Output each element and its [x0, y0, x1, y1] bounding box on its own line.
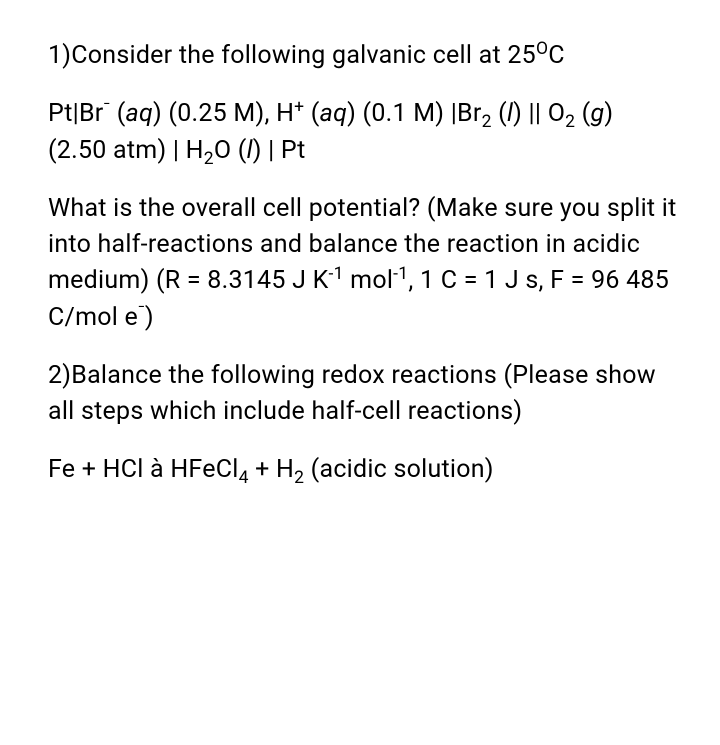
e-minus: ⁻ [138, 300, 145, 320]
question-2-intro: 2)Balance the following redox reactions … [48, 358, 678, 431]
q1p-d: ) [145, 303, 154, 332]
cell-notation: Pt|Br⁻ (aq) (0.25 M), H+ (aq) (0.1 M) |B… [48, 96, 678, 169]
l1-close: ) || O [513, 99, 565, 128]
aq1-close: ) (0.25 M), H [153, 99, 294, 128]
br2-sub: 2 [482, 112, 492, 132]
h2o-o: O ( [214, 136, 247, 165]
final-close: ) | Pt [253, 136, 306, 165]
k-neg1: -1 [329, 264, 344, 284]
q1-text: 1)Consider the following galvanic cell a… [48, 41, 536, 70]
g-open: ( [575, 99, 590, 128]
cl4-sub: 4 [239, 468, 249, 488]
h2-sub2: 2 [294, 468, 304, 488]
br-charge: ⁻ [104, 97, 111, 117]
question-2-reaction: Fe + HCl à HFeCl4 + H2 (acidic solution) [48, 452, 678, 488]
g-ital: g [591, 99, 605, 128]
aq1-open: ( [110, 99, 125, 128]
ptbr: Pt|Br [48, 99, 104, 128]
q1p-b: mol [344, 266, 393, 295]
q2r-c: (acidic solution) [304, 455, 494, 484]
q2-text: 2)Balance the following redox reactions … [48, 361, 656, 426]
q2r-b: + H [249, 455, 294, 484]
aq2-close: ) (0.1 M) |Br [347, 99, 482, 128]
aq2-open: ( [304, 99, 319, 128]
h-plus: + [294, 97, 304, 117]
degree-o: O [536, 39, 548, 59]
aq2-ital: aq [320, 99, 347, 128]
question-1-intro: 1)Consider the following galvanic cell a… [48, 38, 678, 74]
h2-sub: 2 [204, 149, 214, 169]
question-1-prompt: What is the overall cell potential? (Mak… [48, 191, 678, 336]
aq1-ital: aq [126, 99, 153, 128]
l1-open: ( [492, 99, 507, 128]
o2-sub: 2 [565, 112, 575, 132]
q2r-a: Fe + HCl à HFeCl [48, 455, 239, 484]
celsius: C [548, 41, 565, 70]
mol-neg1: -1 [393, 264, 408, 284]
